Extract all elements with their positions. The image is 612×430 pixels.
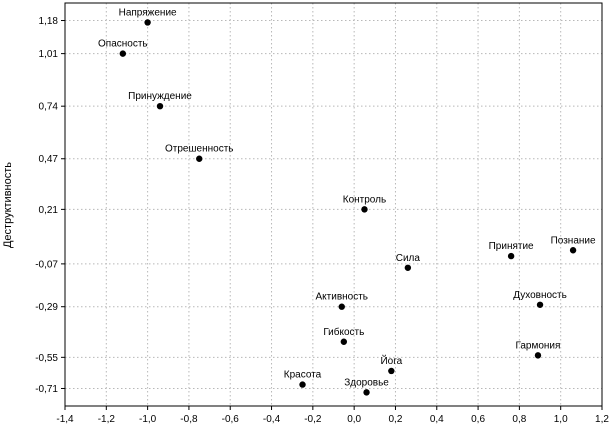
x-tick-label: 0,0	[347, 414, 361, 425]
x-tick-label: 0,6	[471, 414, 485, 425]
x-tick-label: 0,8	[512, 414, 526, 425]
data-point	[299, 381, 306, 388]
data-point	[534, 352, 542, 359]
x-tick-label: -0,6	[222, 414, 240, 425]
data-point	[340, 338, 348, 345]
data-point	[507, 252, 515, 260]
point-label: Духовность	[513, 290, 567, 301]
point-label: Активность	[316, 292, 369, 303]
y-tick-label: 1,18	[39, 16, 59, 27]
data-point	[536, 301, 544, 308]
y-tick-label: -0,71	[35, 384, 58, 395]
y-tick-label: 0,47	[39, 154, 59, 165]
point-label: Сила	[396, 253, 421, 264]
data-point	[196, 155, 203, 162]
y-axis-ticks: 1,18 1,01 0,74 0,47 0,21 -0,07 -0,29 -0,55 -0,71	[35, 16, 65, 395]
point-label: Гармония	[516, 340, 561, 351]
y-tick-label: 1,01	[39, 49, 59, 60]
x-tick-label: -0,8	[180, 414, 198, 425]
x-tick-label: -1,0	[139, 414, 157, 425]
y-tick-label: -0,07	[35, 259, 58, 270]
point-label: Опасность	[98, 39, 148, 50]
y-axis-label: Деструктивность	[2, 162, 14, 248]
data-point	[404, 264, 412, 271]
data-point	[119, 50, 127, 57]
y-tick-label: 0,21	[39, 205, 59, 216]
x-tick-label: -0,2	[304, 414, 322, 425]
x-tick-label: -0,4	[263, 414, 281, 425]
x-tick-label: -1,4	[56, 414, 74, 425]
y-tick-label: -0,55	[35, 353, 58, 364]
grid	[65, 3, 602, 406]
plot-frame	[64, 2, 603, 407]
point-label: Напряжение	[119, 7, 177, 18]
point-label: Здоровье	[344, 377, 389, 388]
x-tick-label: 0,4	[430, 414, 444, 425]
data-point	[363, 389, 370, 396]
point-label: Познание	[551, 235, 596, 246]
point-label: Красота	[284, 370, 322, 381]
data-points: Напряжение Опасность Принуждение Отрешеннос…	[98, 7, 596, 396]
point-label: Гибкость	[323, 326, 364, 338]
data-point	[338, 303, 345, 310]
data-point	[156, 102, 164, 110]
data-point	[388, 367, 395, 375]
point-label: Йога	[380, 354, 402, 367]
x-axis-ticks: -1,4 -1,2 -1,0 -0,8 -0,6 -0,4 -0,2 0,0 0,2 0,4 0,6…	[56, 406, 609, 425]
point-label: Отрешенность	[165, 144, 233, 155]
x-tick-label: 1,2	[595, 414, 609, 425]
x-tick-label: 1,0	[554, 414, 568, 425]
point-label: Принуждение	[128, 91, 192, 102]
data-point	[361, 206, 368, 213]
x-tick-label: 0,2	[389, 414, 403, 425]
point-label: Контроль	[343, 194, 386, 205]
data-point	[569, 247, 577, 254]
x-tick-label: -1,2	[98, 414, 116, 425]
y-tick-label: -0,29	[35, 302, 58, 313]
point-label: Принятие	[489, 241, 534, 252]
data-point	[144, 19, 151, 26]
y-tick-label: 0,74	[39, 102, 59, 113]
